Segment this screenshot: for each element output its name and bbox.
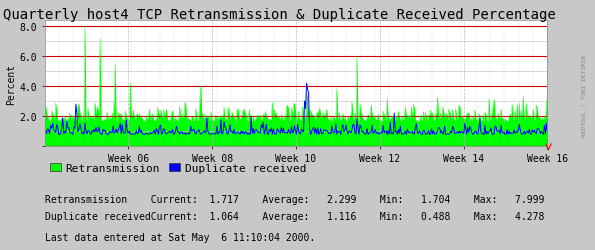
- Y-axis label: Percent: Percent: [7, 63, 17, 104]
- Legend: Retransmission, Duplicate received: Retransmission, Duplicate received: [50, 163, 306, 173]
- Text: Duplicate receivedCurrent:  1.064    Average:   1.116    Min:   0.488    Max:   : Duplicate receivedCurrent: 1.064 Average…: [45, 211, 544, 221]
- Text: Quarterly host4 TCP Retransmission & Duplicate Received Percentage: Quarterly host4 TCP Retransmission & Dup…: [4, 8, 556, 22]
- Text: RRDTOOL / TOBI OETIKER: RRDTOOL / TOBI OETIKER: [582, 54, 587, 136]
- Text: Last data entered at Sat May  6 11:10:04 2000.: Last data entered at Sat May 6 11:10:04 …: [45, 232, 315, 242]
- Text: Retransmission    Current:  1.717    Average:   2.299    Min:   1.704    Max:   : Retransmission Current: 1.717 Average: 2…: [45, 194, 544, 204]
